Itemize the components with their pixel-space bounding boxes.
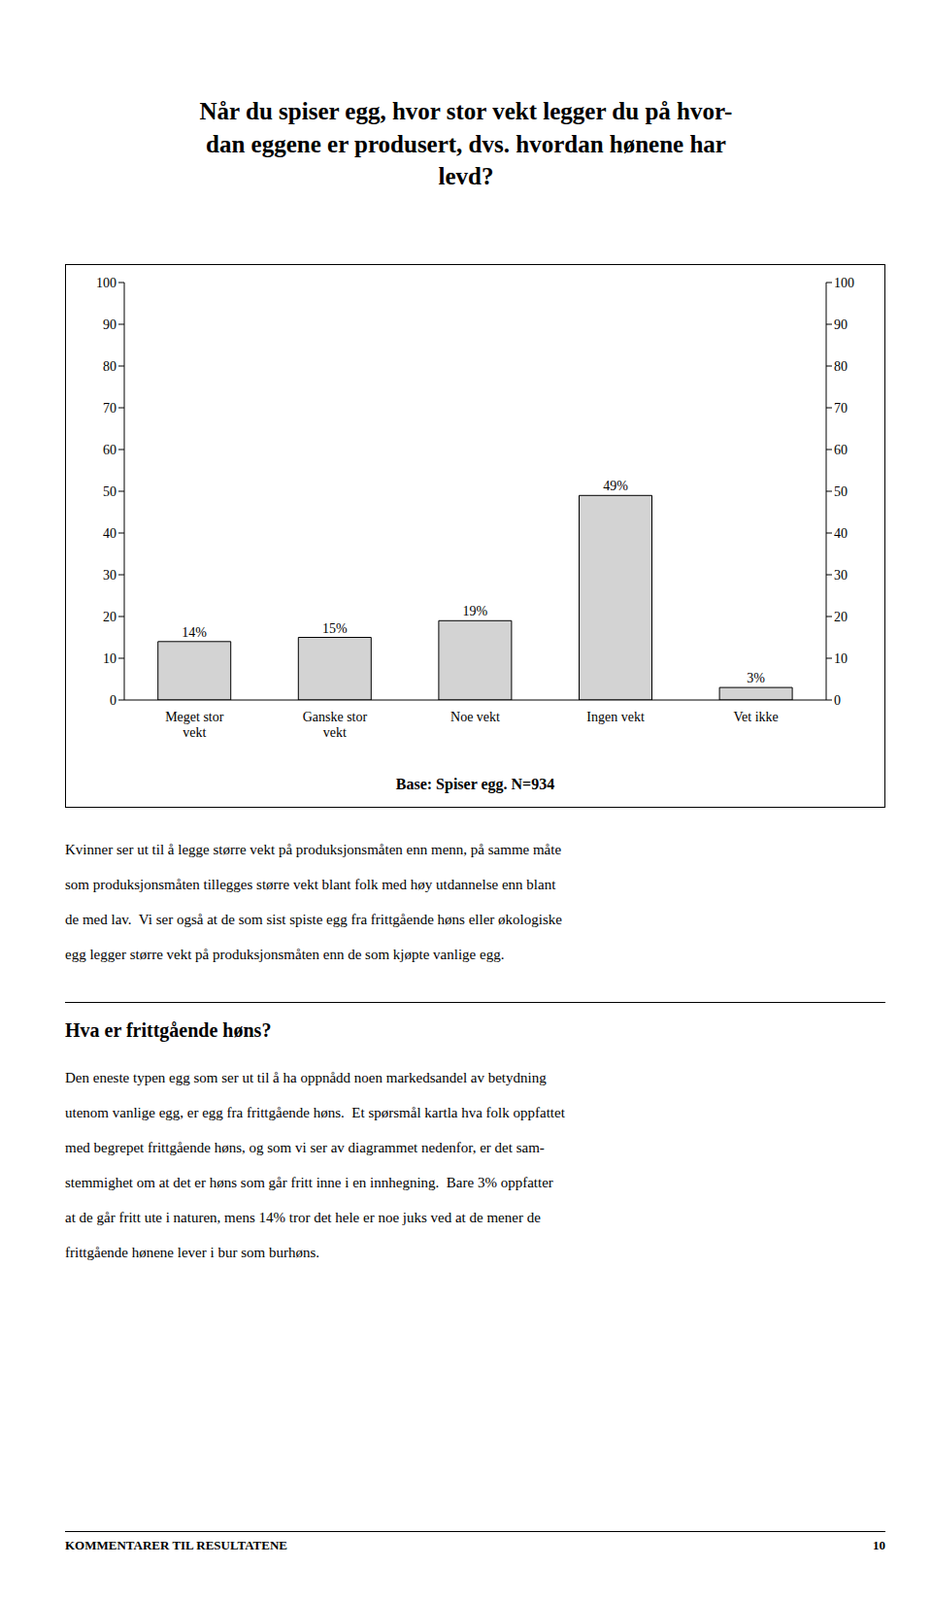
svg-text:60: 60 [102, 442, 117, 458]
svg-text:100: 100 [833, 275, 855, 291]
html-text:Kvinner ser ut til å legge stø: Kvinner ser ut til å legge større vekt p… [65, 841, 562, 858]
html-text:KOMMENTARER TIL RESULTATENE: KOMMENTARER TIL RESULTATENE [65, 1537, 288, 1553]
svg-text:100: 100 [96, 275, 117, 291]
svg-text:Meget storvekt: Meget storvekt [165, 709, 225, 740]
svg-text:40: 40 [102, 526, 117, 541]
svg-text:49%: 49% [602, 478, 629, 494]
svg-text:15%: 15% [322, 621, 348, 636]
html-text:utenom vanlige egg, er egg fra: utenom vanlige egg, er egg fra frittgåen… [65, 1104, 565, 1121]
html-text:Den eneste typen egg som ser u: Den eneste typen egg som ser ut til å ha… [65, 1069, 547, 1086]
svg-text:40: 40 [833, 526, 848, 541]
svg-text:30: 30 [102, 567, 117, 583]
svg-text:20: 20 [833, 609, 848, 625]
html-text:dan eggene er produsert, dvs.: dan eggene er produsert, dvs. hvordan hø… [205, 130, 727, 157]
svg-text:50: 50 [833, 484, 848, 500]
svg-text:0: 0 [109, 693, 117, 708]
svg-text:10: 10 [102, 651, 117, 666]
html-text:10: 10 [872, 1537, 886, 1553]
svg-text:90: 90 [833, 317, 848, 333]
html-text:som produksjonsmåten tillegges: som produksjonsmåten tillegges større ve… [65, 876, 556, 893]
html-text:de med lav. Vi ser også at de: de med lav. Vi ser også at de som sist s… [65, 911, 563, 928]
html-text:med begrepet frittgående høns,: med begrepet frittgående høns, og som vi… [65, 1139, 545, 1156]
html-text:egg legger større vekt på prod: egg legger større vekt på produksjonsmåt… [65, 946, 505, 963]
svg-text:14%: 14% [181, 625, 207, 640]
html-text:Når du spiser egg, hvor stor v: Når du spiser egg, hvor stor vekt legger… [199, 97, 733, 125]
svg-text:70: 70 [833, 400, 848, 416]
html-text:Hva er frittgående høns?: Hva er frittgående høns? [65, 1019, 272, 1041]
svg-text:90: 90 [102, 317, 117, 333]
svg-text:10: 10 [833, 651, 848, 666]
svg-text:0: 0 [833, 693, 841, 708]
svg-text:60: 60 [833, 442, 848, 458]
svg-text:Vet ikke: Vet ikke [733, 709, 779, 725]
svg-text:Noe vekt: Noe vekt [450, 709, 500, 725]
svg-text:30: 30 [833, 567, 848, 583]
html-text:frittgående hønene lever i bur: frittgående hønene lever i bur som burhø… [65, 1244, 320, 1261]
html-text:stemmighet om at det er høns s: stemmighet om at det er høns som går fri… [65, 1174, 554, 1191]
html-text:Base: Spiser egg. N=934: Base: Spiser egg. N=934 [395, 775, 555, 793]
svg-text:70: 70 [102, 400, 117, 416]
svg-text:19%: 19% [463, 603, 489, 619]
svg-text:Ingen vekt: Ingen vekt [586, 709, 645, 725]
html-text:levd?: levd? [438, 163, 494, 190]
svg-text:80: 80 [833, 359, 848, 374]
svg-text:80: 80 [102, 359, 117, 374]
svg-text:50: 50 [102, 484, 117, 500]
svg-text:Ganske storvekt: Ganske storvekt [302, 709, 368, 740]
svg-text:3%: 3% [746, 670, 766, 686]
svg-text:20: 20 [102, 609, 117, 625]
html-text:at de går fritt ute i naturen,: at de går fritt ute i naturen, mens 14% … [65, 1209, 541, 1226]
